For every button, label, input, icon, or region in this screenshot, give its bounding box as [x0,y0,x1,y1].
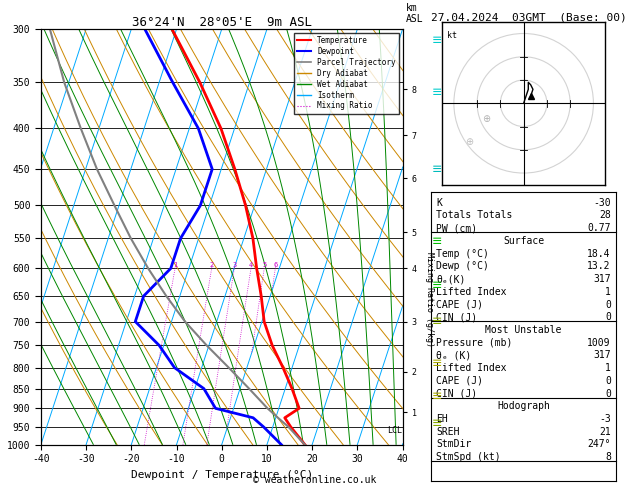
Text: SREH: SREH [437,427,460,437]
Text: Most Unstable: Most Unstable [486,325,562,335]
Text: 317: 317 [593,350,611,361]
Text: ≡: ≡ [432,417,442,430]
Text: 28: 28 [599,210,611,221]
Text: PW (cm): PW (cm) [437,223,477,233]
Text: Hodograph: Hodograph [497,401,550,411]
Text: CIN (J): CIN (J) [437,312,477,322]
Text: © weatheronline.co.uk: © weatheronline.co.uk [253,475,376,485]
Text: EH: EH [437,414,448,424]
Text: ⊕: ⊕ [465,137,474,147]
Text: 6: 6 [273,262,277,268]
Text: θₑ(K): θₑ(K) [437,274,466,284]
Text: kt: kt [447,31,457,40]
Text: km
ASL: km ASL [406,3,423,24]
Text: Dewp (°C): Dewp (°C) [437,261,489,271]
Text: 1: 1 [173,262,177,268]
Text: ≡: ≡ [432,163,442,175]
Text: 1009: 1009 [587,338,611,347]
Text: 0.77: 0.77 [587,223,611,233]
Text: -3: -3 [599,414,611,424]
Text: CIN (J): CIN (J) [437,389,477,399]
Text: 4: 4 [249,262,253,268]
Text: 8: 8 [605,452,611,462]
Text: 27.04.2024  03GMT  (Base: 00): 27.04.2024 03GMT (Base: 00) [431,12,626,22]
Text: ≡: ≡ [432,86,442,99]
Text: 247°: 247° [587,439,611,450]
Text: ≡: ≡ [432,357,442,370]
Text: Mixing Ratio (g/kg): Mixing Ratio (g/kg) [425,252,433,347]
Text: ≡: ≡ [432,279,442,292]
Text: ⊕: ⊕ [482,114,490,124]
Text: Pressure (mb): Pressure (mb) [437,338,513,347]
Text: ≡: ≡ [432,315,442,328]
Text: 0: 0 [605,376,611,386]
Text: 2: 2 [209,262,214,268]
Text: StmSpd (kt): StmSpd (kt) [437,452,501,462]
Y-axis label: hPa: hPa [0,227,1,247]
Text: ≡: ≡ [432,390,442,403]
Text: 0: 0 [605,389,611,399]
Text: 3: 3 [232,262,237,268]
X-axis label: Dewpoint / Temperature (°C): Dewpoint / Temperature (°C) [131,470,313,480]
Text: 1: 1 [605,287,611,297]
Text: K: K [437,198,442,208]
Text: 21: 21 [599,427,611,437]
Text: LCL: LCL [387,426,402,435]
Text: 0: 0 [605,312,611,322]
Text: 1: 1 [605,363,611,373]
Text: ≡: ≡ [432,34,442,47]
Text: Lifted Index: Lifted Index [437,363,507,373]
Text: 317: 317 [593,274,611,284]
Text: 5: 5 [262,262,266,268]
Text: θₑ (K): θₑ (K) [437,350,472,361]
Text: 13.2: 13.2 [587,261,611,271]
Title: 36°24'N  28°05'E  9m ASL: 36°24'N 28°05'E 9m ASL [131,16,312,29]
Text: StmDir: StmDir [437,439,472,450]
Text: CAPE (J): CAPE (J) [437,376,484,386]
Legend: Temperature, Dewpoint, Parcel Trajectory, Dry Adiabat, Wet Adiabat, Isotherm, Mi: Temperature, Dewpoint, Parcel Trajectory… [294,33,399,114]
Text: 18.4: 18.4 [587,249,611,259]
Text: Lifted Index: Lifted Index [437,287,507,297]
Text: Totals Totals: Totals Totals [437,210,513,221]
Text: Surface: Surface [503,236,544,246]
Text: -30: -30 [593,198,611,208]
Text: 0: 0 [605,299,611,310]
Text: Temp (°C): Temp (°C) [437,249,489,259]
Text: ≡: ≡ [432,235,442,248]
Text: CAPE (J): CAPE (J) [437,299,484,310]
